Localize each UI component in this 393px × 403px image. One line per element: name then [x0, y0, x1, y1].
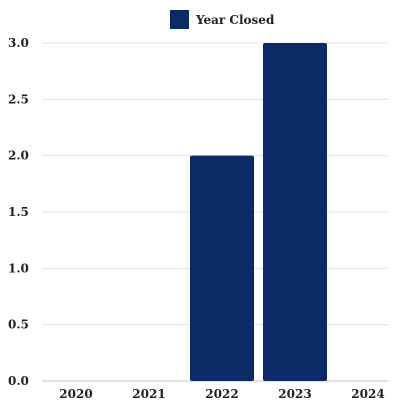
- y-axis-tick-labels: 0.0 0.5 1.0 1.5 2.0 2.5 3.0: [8, 36, 29, 388]
- bar-2022: [190, 155, 254, 381]
- y-tick-label: 2.5: [8, 92, 29, 106]
- legend: Year Closed: [170, 10, 275, 29]
- y-tick-label: 2.0: [8, 149, 29, 163]
- y-tick-label: 0.5: [8, 318, 29, 332]
- y-tick-label: 3.0: [8, 36, 29, 50]
- x-tick-label: 2023: [278, 387, 311, 401]
- legend-swatch: [170, 10, 189, 29]
- y-tick-label: 1.5: [8, 205, 29, 219]
- x-axis-tick-labels: 2020 2021 2022 2023 2024: [59, 387, 384, 401]
- bar-2023: [263, 43, 327, 381]
- y-tick-label: 0.0: [8, 374, 29, 388]
- legend-label: Year Closed: [195, 13, 275, 27]
- bars: [190, 43, 327, 381]
- x-tick-label: 2021: [132, 387, 165, 401]
- x-tick-label: 2022: [205, 387, 238, 401]
- x-tick-label: 2020: [59, 387, 92, 401]
- y-tick-label: 1.0: [8, 261, 29, 275]
- x-tick-label: 2024: [351, 387, 384, 401]
